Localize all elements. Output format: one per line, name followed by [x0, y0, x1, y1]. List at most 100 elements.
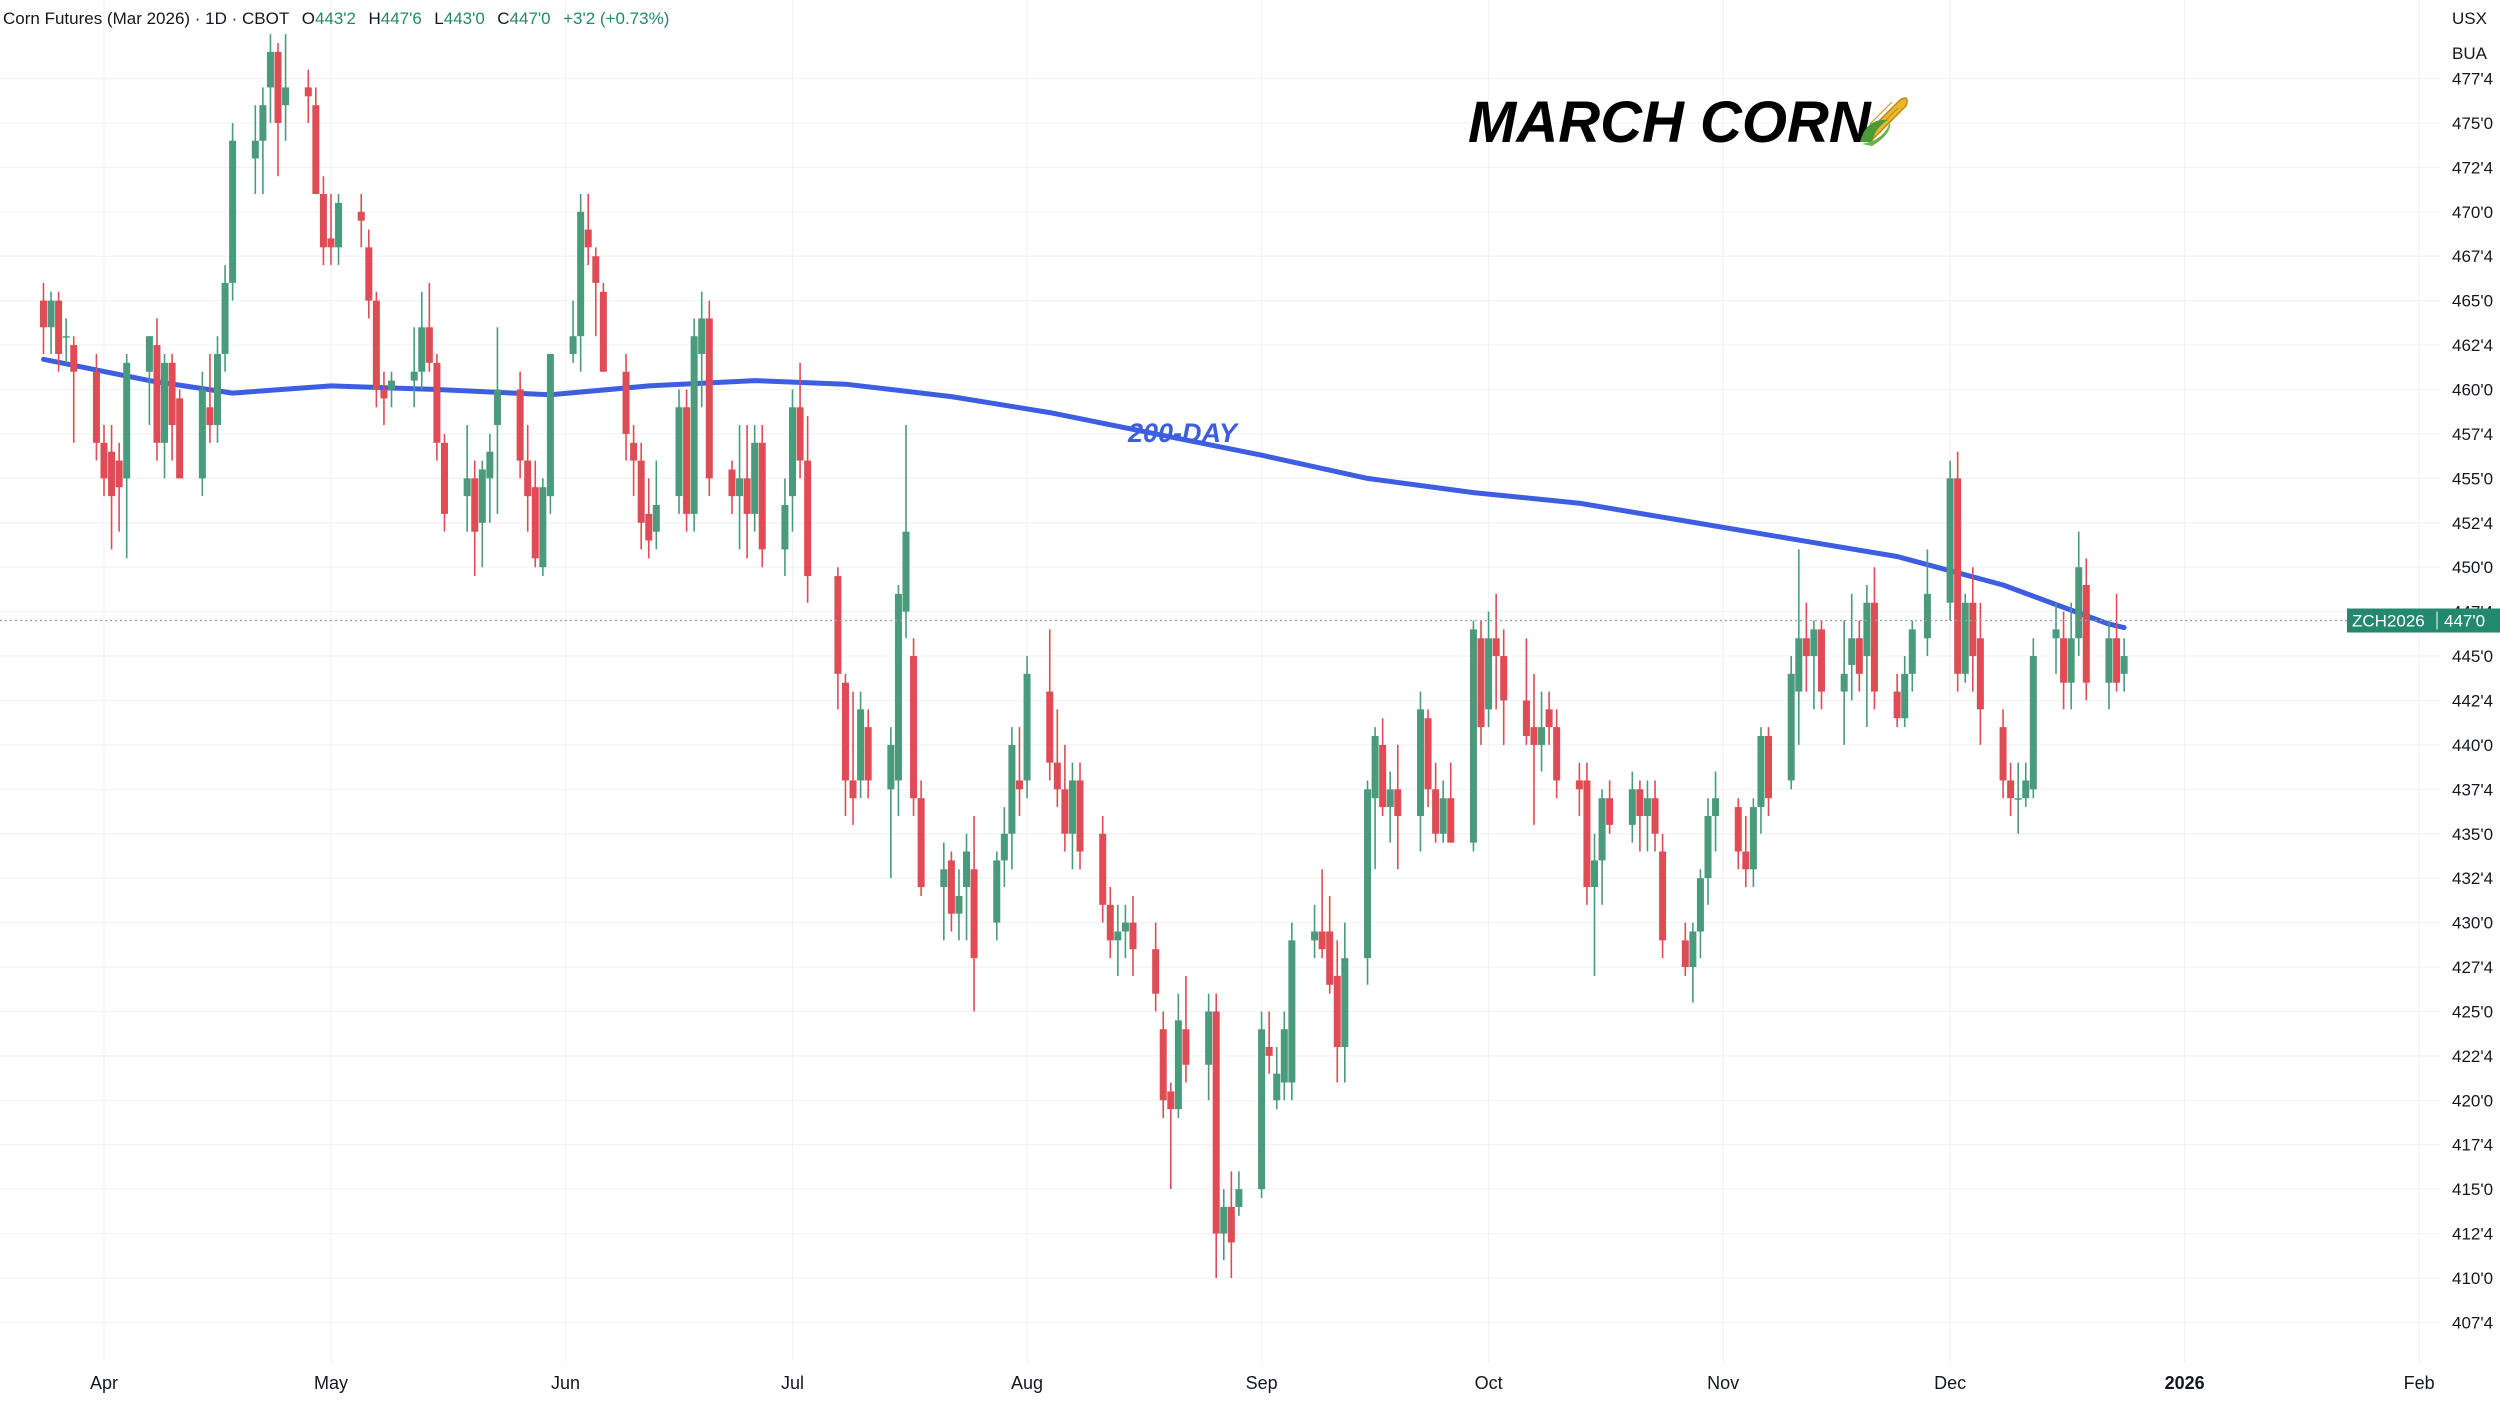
price-tag-background	[2347, 608, 2500, 633]
candle	[1530, 673, 1538, 825]
candle	[493, 327, 501, 514]
candle-body	[1765, 736, 1773, 799]
candle	[70, 336, 78, 443]
x-tick-label: Dec	[1934, 1373, 1966, 1393]
candles-layer	[39, 34, 2128, 1278]
candle	[1311, 904, 1319, 959]
candle-body	[1954, 478, 1962, 674]
candle	[418, 291, 426, 390]
candle-body	[1681, 940, 1689, 968]
candle	[887, 727, 895, 879]
candle	[917, 780, 925, 896]
candle-body	[743, 478, 751, 514]
candle	[1416, 691, 1424, 852]
candle	[388, 371, 396, 408]
candle-body	[221, 282, 229, 354]
candle-body	[1311, 931, 1319, 941]
candle-body	[947, 860, 955, 914]
currency-label[interactable]: USX	[2452, 9, 2487, 28]
candle-body	[1908, 629, 1916, 674]
time-axis[interactable]: Apr May Jun Jul Aug Sep Oct Nov Dec 2026 Feb	[90, 1373, 2435, 1393]
x-tick-label: Nov	[1707, 1373, 1739, 1393]
price-tag-symbol: ZCH2026	[2352, 612, 2425, 631]
candle-body	[1273, 1073, 1281, 1101]
candle	[1591, 833, 1599, 976]
candle-body	[577, 211, 585, 337]
candle	[599, 282, 607, 372]
y-tick-label: 417'4	[2452, 1136, 2493, 1155]
candle	[630, 425, 638, 497]
candle-body	[1106, 904, 1114, 941]
candle	[108, 425, 116, 550]
candle	[645, 478, 653, 559]
candle	[1258, 1011, 1266, 1199]
candle-body	[1500, 656, 1508, 701]
candle-body	[327, 238, 335, 248]
candle	[2022, 762, 2030, 808]
candle-body	[1386, 789, 1394, 808]
change-value: +3'2 (+0.73%)	[563, 9, 669, 28]
price-tag[interactable]: ZCH2026 447'0	[2347, 608, 2500, 633]
candle	[304, 69, 312, 123]
candle	[2014, 762, 2022, 834]
open-value: 443'2	[315, 9, 356, 28]
candle	[2113, 593, 2121, 692]
candle-body	[372, 300, 380, 390]
candle-body	[1817, 629, 1825, 692]
candle-body	[789, 407, 797, 497]
y-tick-label: 445'0	[2452, 647, 2493, 666]
candle	[486, 433, 494, 523]
candle	[92, 353, 100, 461]
candle-body	[1583, 780, 1591, 888]
candle-body	[1379, 744, 1387, 808]
candle-body	[1182, 1029, 1190, 1065]
candle	[221, 265, 229, 372]
candle	[365, 229, 373, 319]
candle	[206, 353, 214, 443]
x-tick-label: 2026	[2165, 1373, 2205, 1393]
candle-body	[1522, 700, 1530, 737]
candle	[1341, 922, 1349, 1083]
candle	[955, 869, 963, 941]
candle	[1606, 780, 1614, 834]
candle	[259, 87, 267, 195]
candle-body	[145, 336, 153, 372]
candle-body	[1704, 815, 1712, 879]
candle	[266, 34, 274, 123]
candle	[569, 300, 577, 363]
y-tick-label: 472'4	[2452, 158, 2493, 177]
y-tick-label: 452'4	[2452, 514, 2493, 533]
y-tick-label: 442'4	[2452, 691, 2493, 710]
candle	[1492, 593, 1500, 710]
candle-body	[864, 727, 872, 781]
price-axis[interactable]: 407'4 410'0 412'4 415'0 417'4 420'0 422'4 425'0…	[2452, 70, 2493, 1333]
unit-label[interactable]: BUA	[2452, 44, 2488, 63]
candle-body	[1114, 931, 1122, 941]
candle	[902, 425, 910, 639]
candle-body	[698, 318, 706, 354]
candle-body	[1485, 638, 1493, 710]
candle-body	[1477, 638, 1485, 728]
x-tick-label: May	[314, 1373, 348, 1393]
x-tick-label: Apr	[90, 1373, 118, 1393]
y-tick-label: 467'4	[2452, 247, 2493, 266]
candle-body	[1855, 638, 1863, 674]
candle-body	[2007, 780, 2015, 799]
candle-body	[796, 407, 804, 461]
candle-body	[1076, 780, 1084, 852]
candle	[910, 638, 918, 816]
candle	[161, 353, 169, 479]
candle-body	[1923, 593, 1931, 639]
candle	[1129, 895, 1137, 976]
candle-body	[645, 513, 653, 541]
moving-average-layer	[41, 356, 2127, 631]
candle-body	[569, 336, 577, 354]
candle-body	[940, 869, 948, 888]
candle-body	[857, 709, 865, 781]
symbol-description: Corn Futures (Mar 2026) · 1D · CBOT	[3, 9, 289, 28]
candle	[1076, 762, 1084, 870]
high-value: 447'6	[381, 9, 422, 28]
candle	[1386, 771, 1394, 843]
